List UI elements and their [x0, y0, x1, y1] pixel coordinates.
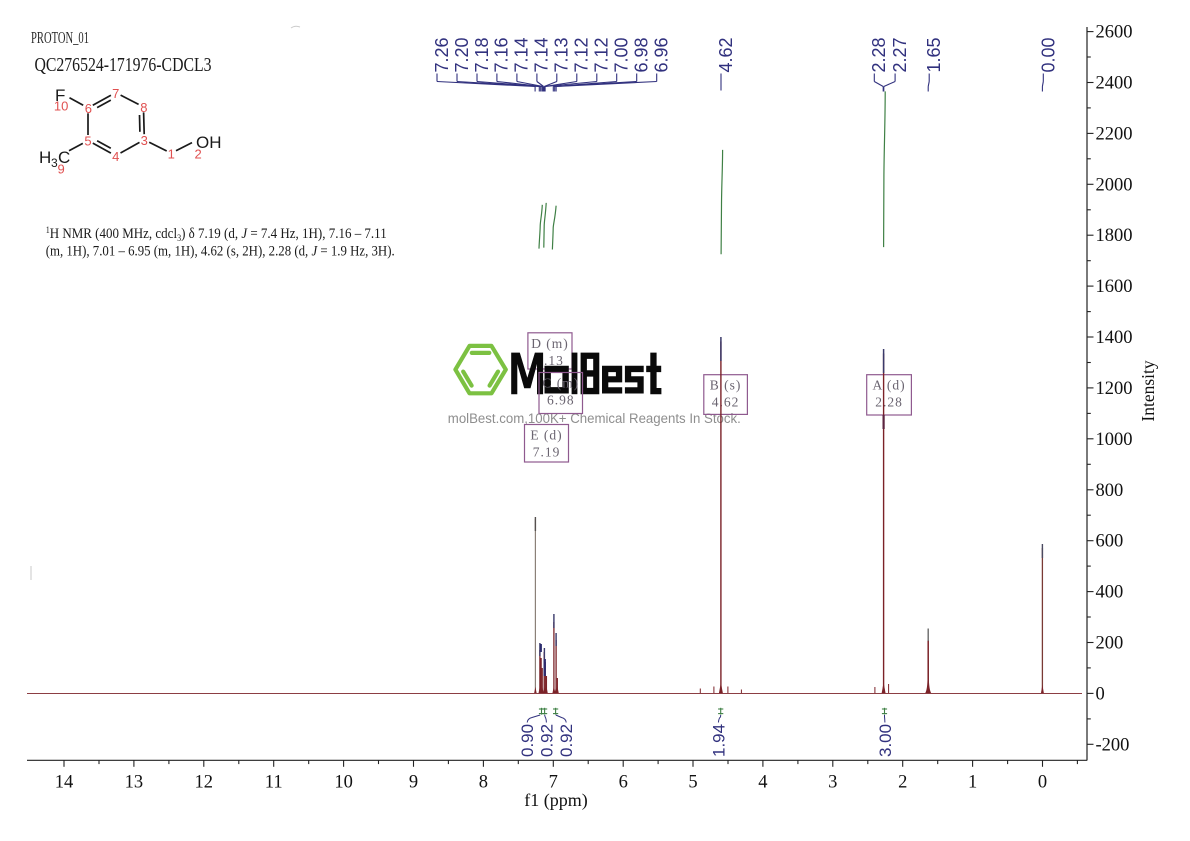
- svg-text:Intensity: Intensity: [1138, 360, 1158, 421]
- svg-text:7.26: 7.26: [432, 37, 452, 72]
- svg-text:800: 800: [1096, 481, 1124, 501]
- svg-text:11: 11: [265, 773, 283, 793]
- svg-text:8: 8: [140, 100, 147, 115]
- svg-text:f1 (ppm): f1 (ppm): [524, 790, 587, 811]
- svg-text:5: 5: [84, 134, 91, 149]
- svg-text:2.27: 2.27: [890, 37, 910, 72]
- svg-text:C: C: [58, 148, 70, 167]
- svg-text:2000: 2000: [1096, 175, 1133, 195]
- svg-text:7.20: 7.20: [452, 37, 472, 72]
- svg-text:PROTON_01: PROTON_01: [31, 28, 89, 47]
- svg-text:2: 2: [194, 146, 201, 161]
- svg-text:2600: 2600: [1096, 23, 1133, 43]
- svg-text:4: 4: [758, 773, 767, 793]
- svg-text:A (d): A (d): [872, 378, 905, 393]
- svg-text:1: 1: [168, 146, 175, 161]
- svg-text:7.14: 7.14: [532, 37, 552, 72]
- svg-text:0.00: 0.00: [1038, 37, 1058, 72]
- svg-text:1400: 1400: [1096, 328, 1133, 348]
- svg-text:10: 10: [334, 773, 353, 793]
- svg-text:2200: 2200: [1096, 124, 1133, 144]
- svg-text:2.28: 2.28: [869, 37, 889, 72]
- svg-text:3: 3: [51, 156, 58, 170]
- svg-text:E (d): E (d): [530, 428, 562, 443]
- svg-text:6: 6: [85, 101, 92, 116]
- svg-text:7.16: 7.16: [492, 37, 512, 72]
- svg-text:1800: 1800: [1096, 226, 1133, 246]
- svg-text:6.96: 6.96: [651, 37, 671, 72]
- svg-text:1200: 1200: [1096, 379, 1133, 399]
- svg-text:1H NMR (400 MHz, cdcl3) δ 7.19: 1H NMR (400 MHz, cdcl3) δ 7.19 (d, J = 7…: [46, 225, 387, 243]
- svg-text:7.18: 7.18: [472, 37, 492, 72]
- svg-text:-200: -200: [1096, 735, 1130, 755]
- svg-text:2.28: 2.28: [875, 395, 903, 410]
- svg-text:14: 14: [55, 773, 74, 793]
- svg-text:7.00: 7.00: [611, 37, 631, 72]
- svg-text:C (m): C (m): [542, 376, 579, 391]
- svg-text:400: 400: [1096, 583, 1124, 603]
- svg-text:6.98: 6.98: [631, 37, 651, 72]
- svg-text:1.94: 1.94: [709, 724, 728, 757]
- svg-text:7: 7: [112, 86, 119, 101]
- svg-text:3.00: 3.00: [876, 724, 895, 757]
- svg-text:8: 8: [479, 773, 488, 793]
- svg-text:7.13: 7.13: [552, 37, 572, 72]
- svg-text:0: 0: [1096, 684, 1105, 704]
- svg-text:(m, 1H), 7.01 – 6.95 (m, 1H),: (m, 1H), 7.01 – 6.95 (m, 1H), 4.62 (s, 2…: [46, 244, 395, 260]
- svg-text:9: 9: [409, 773, 418, 793]
- svg-text:6: 6: [619, 773, 628, 793]
- svg-text:1000: 1000: [1096, 430, 1133, 450]
- svg-text:2: 2: [898, 773, 907, 793]
- svg-text:F: F: [55, 86, 65, 105]
- svg-text:0.92: 0.92: [557, 724, 576, 757]
- svg-text:QC276524-171976-CDCL3: QC276524-171976-CDCL3: [35, 54, 212, 76]
- svg-text:9: 9: [57, 162, 64, 177]
- svg-text:10: 10: [54, 99, 68, 114]
- svg-text:molBest.com,100K+ Chemical Rea: molBest.com,100K+ Chemical Reagents In S…: [448, 411, 741, 426]
- svg-text:7.12: 7.12: [572, 37, 592, 72]
- svg-text:5: 5: [688, 773, 697, 793]
- svg-text:B (s): B (s): [710, 378, 742, 393]
- svg-text:7.14: 7.14: [512, 37, 532, 72]
- svg-text:7.12: 7.12: [592, 37, 612, 72]
- svg-text:0: 0: [1038, 773, 1047, 793]
- svg-text:13: 13: [125, 773, 144, 793]
- svg-text:0.92: 0.92: [537, 724, 556, 757]
- svg-text:1.65: 1.65: [924, 37, 944, 72]
- svg-text:4.62: 4.62: [716, 37, 736, 72]
- svg-text:0.90: 0.90: [518, 724, 537, 757]
- svg-text:3: 3: [828, 773, 837, 793]
- svg-text:H: H: [39, 148, 51, 167]
- svg-text:D (m): D (m): [531, 336, 569, 351]
- svg-text:3: 3: [141, 133, 148, 148]
- svg-text:4.62: 4.62: [712, 395, 740, 410]
- svg-text:12: 12: [195, 773, 214, 793]
- svg-text:2400: 2400: [1096, 74, 1133, 94]
- svg-text:7: 7: [549, 773, 558, 793]
- svg-text:7.19: 7.19: [533, 445, 561, 460]
- svg-text:OH: OH: [196, 133, 222, 152]
- svg-text:6.98: 6.98: [547, 393, 575, 408]
- svg-text:1: 1: [968, 773, 977, 793]
- svg-text:600: 600: [1096, 532, 1124, 552]
- svg-text:1600: 1600: [1096, 277, 1133, 297]
- svg-text:4: 4: [112, 149, 119, 164]
- svg-text:200: 200: [1096, 634, 1124, 654]
